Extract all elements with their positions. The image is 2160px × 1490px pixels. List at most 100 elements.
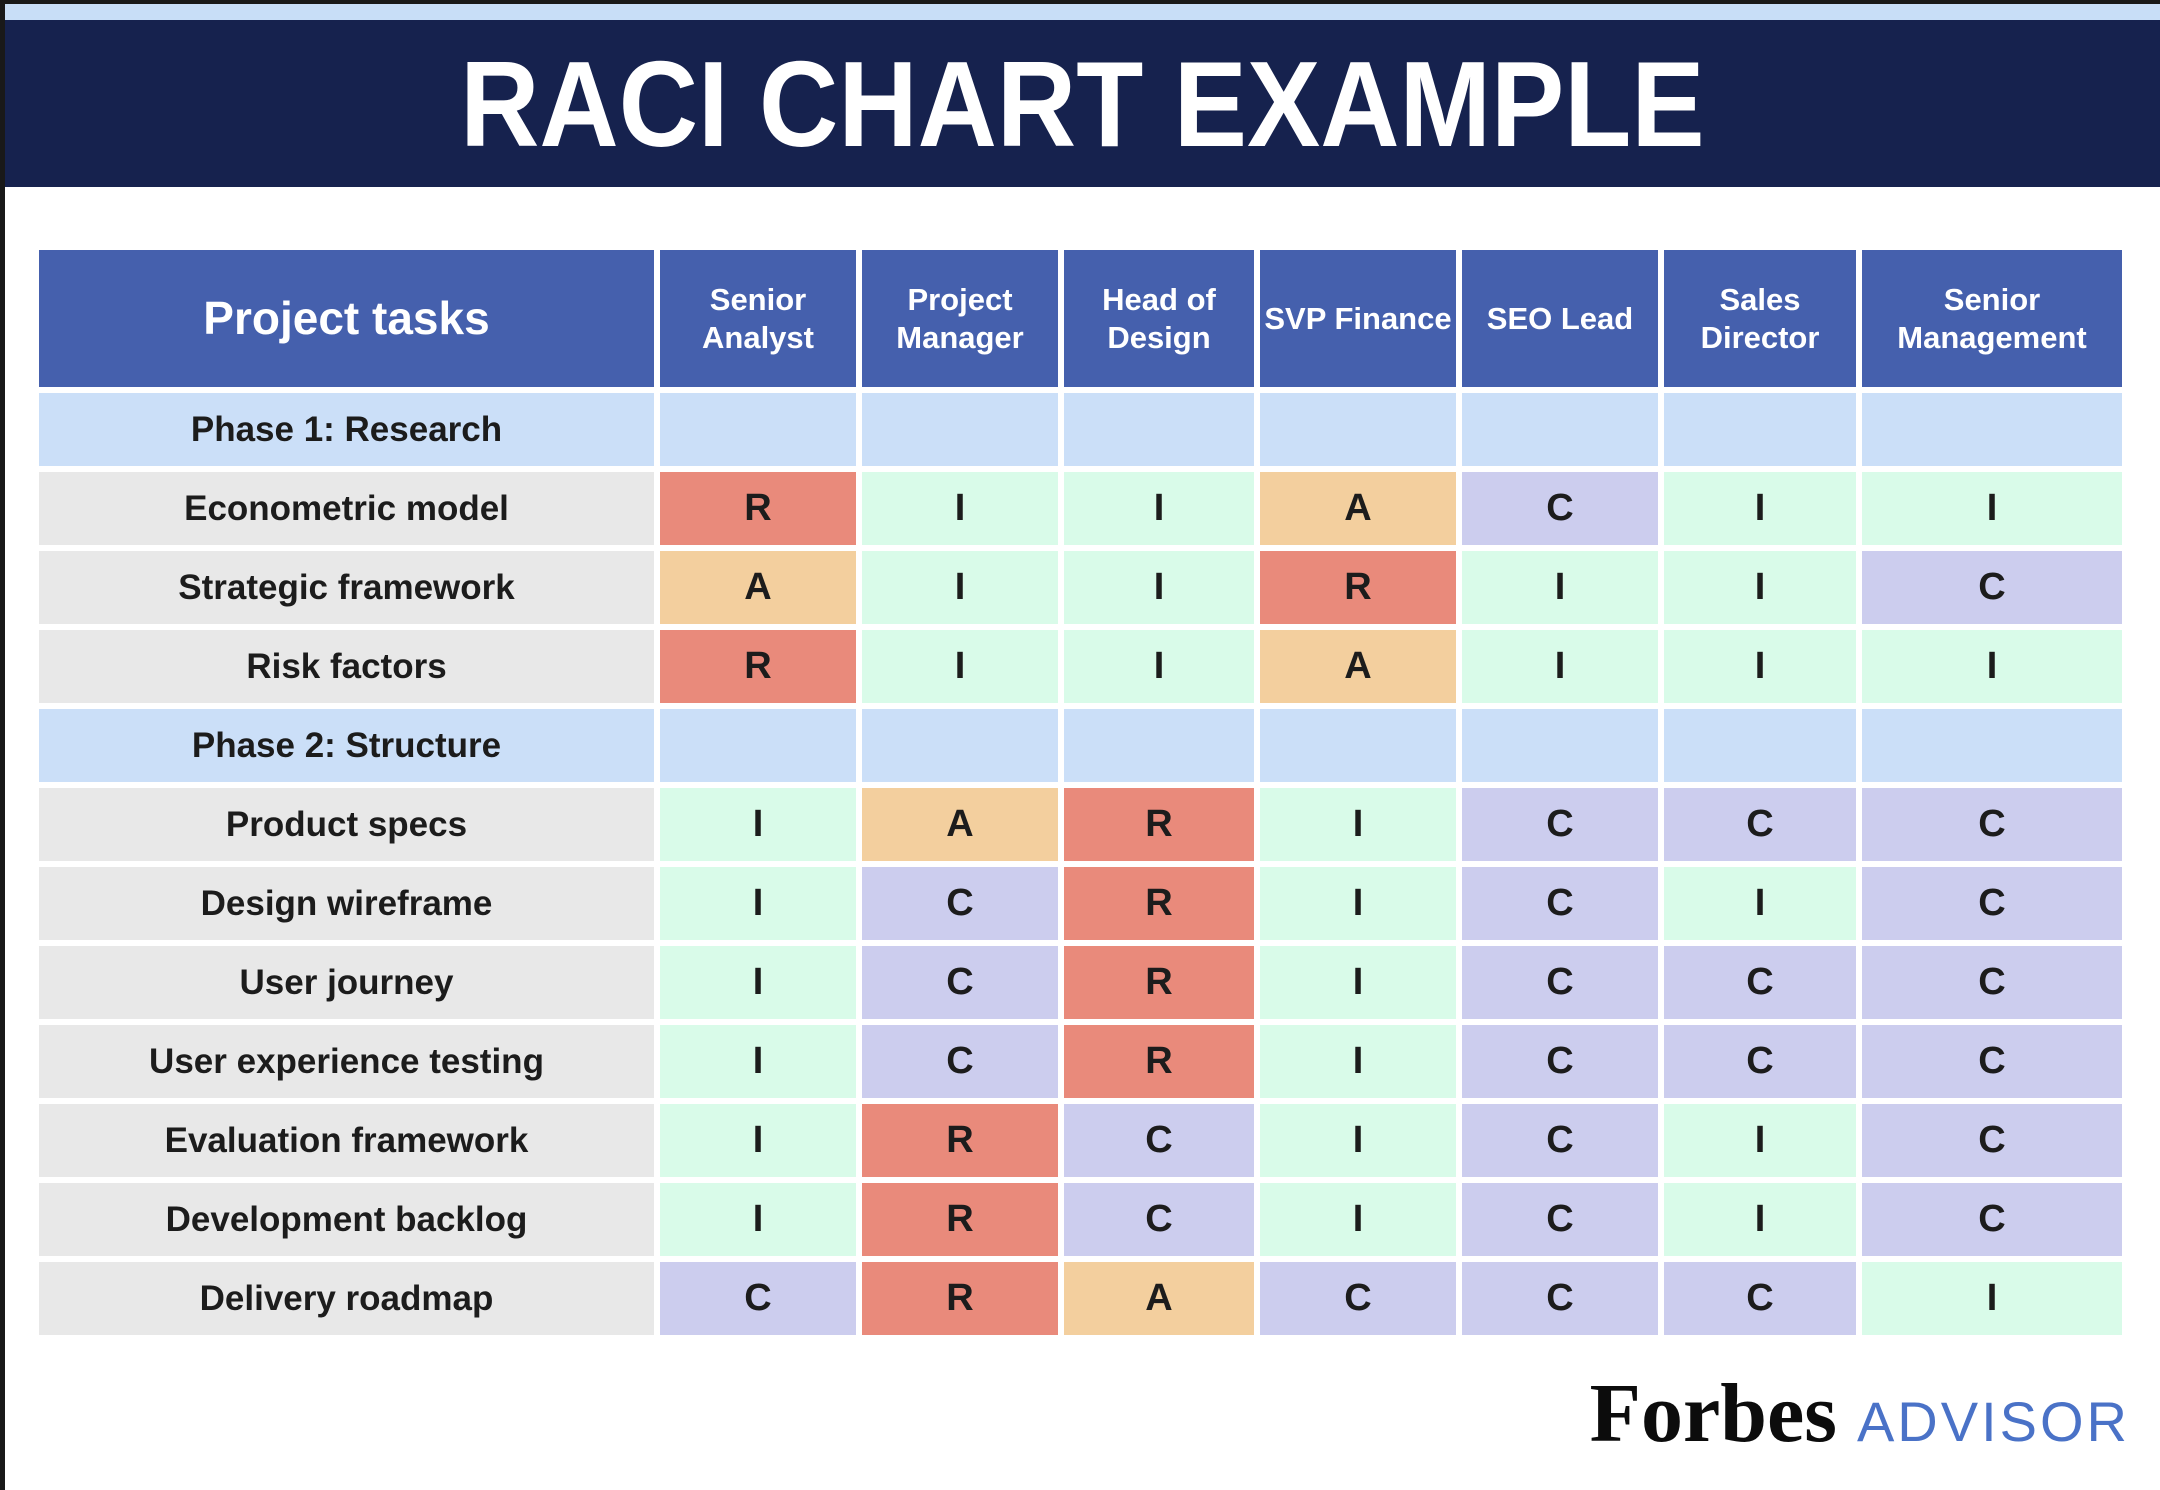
raci-cell-c: C <box>1664 946 1856 1019</box>
column-header-role: SEO Lead <box>1462 250 1658 387</box>
raci-cell-i: I <box>1260 1183 1456 1256</box>
raci-cell-i: I <box>1260 1025 1456 1098</box>
raci-cell-c: C <box>1664 788 1856 861</box>
raci-cell-i: I <box>1862 472 2122 545</box>
raci-cell-i: I <box>660 1025 856 1098</box>
raci-cell-i: I <box>862 630 1058 703</box>
raci-cell-i: I <box>1462 551 1658 624</box>
raci-cell-c: C <box>1862 551 2122 624</box>
raci-cell-c: C <box>862 1025 1058 1098</box>
raci-cell-a: A <box>1064 1262 1254 1335</box>
raci-cell-c: C <box>1462 867 1658 940</box>
raci-cell-i: I <box>1862 1262 2122 1335</box>
task-row-label: Product specs <box>39 788 654 861</box>
raci-cell-c: C <box>1862 1104 2122 1177</box>
raci-cell-c: C <box>1862 946 2122 1019</box>
task-row-label: Evaluation framework <box>39 1104 654 1177</box>
raci-cell-c: C <box>1862 788 2122 861</box>
raci-cell-c: C <box>1862 1025 2122 1098</box>
raci-cell-c: C <box>862 946 1058 1019</box>
raci-cell-a: A <box>862 788 1058 861</box>
raci-cell-i: I <box>660 788 856 861</box>
raci-cell-r: R <box>862 1104 1058 1177</box>
raci-cell-a: A <box>1260 472 1456 545</box>
phase-row-cell <box>1462 393 1658 466</box>
raci-cell-i: I <box>1664 867 1856 940</box>
raci-cell-i: I <box>1664 630 1856 703</box>
raci-cell-i: I <box>1862 630 2122 703</box>
task-row-label: Delivery roadmap <box>39 1262 654 1335</box>
phase-row-cell <box>1462 709 1658 782</box>
column-header-role: Sales Director <box>1664 250 1856 387</box>
column-header-role: SVP Finance <box>1260 250 1456 387</box>
brand-footer: Forbes ADVISOR <box>1590 1372 2130 1456</box>
raci-cell-i: I <box>1462 630 1658 703</box>
phase-row-cell <box>1862 393 2122 466</box>
raci-cell-i: I <box>660 1104 856 1177</box>
raci-cell-i: I <box>1260 946 1456 1019</box>
task-row-label: Econometric model <box>39 472 654 545</box>
phase-row-cell <box>1664 709 1856 782</box>
raci-cell-c: C <box>1462 1183 1658 1256</box>
raci-cell-c: C <box>660 1262 856 1335</box>
advisor-wordmark: ADVISOR <box>1856 1390 2130 1453</box>
raci-cell-i: I <box>660 1183 856 1256</box>
raci-cell-r: R <box>1064 867 1254 940</box>
raci-cell-c: C <box>862 867 1058 940</box>
column-header-project-tasks: Project tasks <box>39 250 654 387</box>
raci-cell-i: I <box>862 551 1058 624</box>
top-strip <box>5 4 2160 20</box>
raci-cell-c: C <box>1462 788 1658 861</box>
raci-cell-i: I <box>1064 472 1254 545</box>
raci-cell-c: C <box>1462 1104 1658 1177</box>
phase-row-label: Phase 2: Structure <box>39 709 654 782</box>
raci-cell-i: I <box>1064 630 1254 703</box>
raci-cell-c: C <box>1462 946 1658 1019</box>
raci-cell-r: R <box>1064 1025 1254 1098</box>
task-row-label: Design wireframe <box>39 867 654 940</box>
phase-row-cell <box>862 709 1058 782</box>
raci-cell-r: R <box>1064 946 1254 1019</box>
phase-row-cell <box>1664 393 1856 466</box>
raci-cell-a: A <box>660 551 856 624</box>
raci-cell-i: I <box>1260 1104 1456 1177</box>
raci-cell-c: C <box>1664 1025 1856 1098</box>
phase-row-cell <box>660 393 856 466</box>
raci-cell-i: I <box>660 946 856 1019</box>
task-row-label: Risk factors <box>39 630 654 703</box>
raci-cell-i: I <box>1664 551 1856 624</box>
task-row-label: User experience testing <box>39 1025 654 1098</box>
raci-cell-a: A <box>1260 630 1456 703</box>
phase-row-cell <box>660 709 856 782</box>
raci-cell-c: C <box>1260 1262 1456 1335</box>
raci-cell-c: C <box>1862 1183 2122 1256</box>
task-row-label: User journey <box>39 946 654 1019</box>
page-title: RACI CHART EXAMPLE <box>460 35 1705 172</box>
raci-cell-r: R <box>862 1183 1058 1256</box>
task-row-label: Strategic framework <box>39 551 654 624</box>
phase-row-label: Phase 1: Research <box>39 393 654 466</box>
raci-cell-c: C <box>1064 1104 1254 1177</box>
column-header-role: Project Manager <box>862 250 1058 387</box>
raci-cell-i: I <box>1664 1183 1856 1256</box>
raci-cell-c: C <box>1664 1262 1856 1335</box>
raci-cell-i: I <box>862 472 1058 545</box>
raci-cell-i: I <box>1064 551 1254 624</box>
raci-cell-c: C <box>1862 867 2122 940</box>
task-row-label: Development backlog <box>39 1183 654 1256</box>
phase-row-cell <box>862 393 1058 466</box>
title-banner: RACI CHART EXAMPLE <box>5 20 2160 187</box>
raci-cell-r: R <box>862 1262 1058 1335</box>
raci-cell-c: C <box>1462 472 1658 545</box>
phase-row-cell <box>1260 709 1456 782</box>
phase-row-cell <box>1064 709 1254 782</box>
raci-cell-c: C <box>1462 1262 1658 1335</box>
raci-cell-r: R <box>660 472 856 545</box>
raci-cell-c: C <box>1064 1183 1254 1256</box>
raci-cell-i: I <box>660 867 856 940</box>
raci-cell-i: I <box>1260 867 1456 940</box>
column-header-role: Senior Management <box>1862 250 2122 387</box>
raci-cell-i: I <box>1664 1104 1856 1177</box>
phase-row-cell <box>1064 393 1254 466</box>
